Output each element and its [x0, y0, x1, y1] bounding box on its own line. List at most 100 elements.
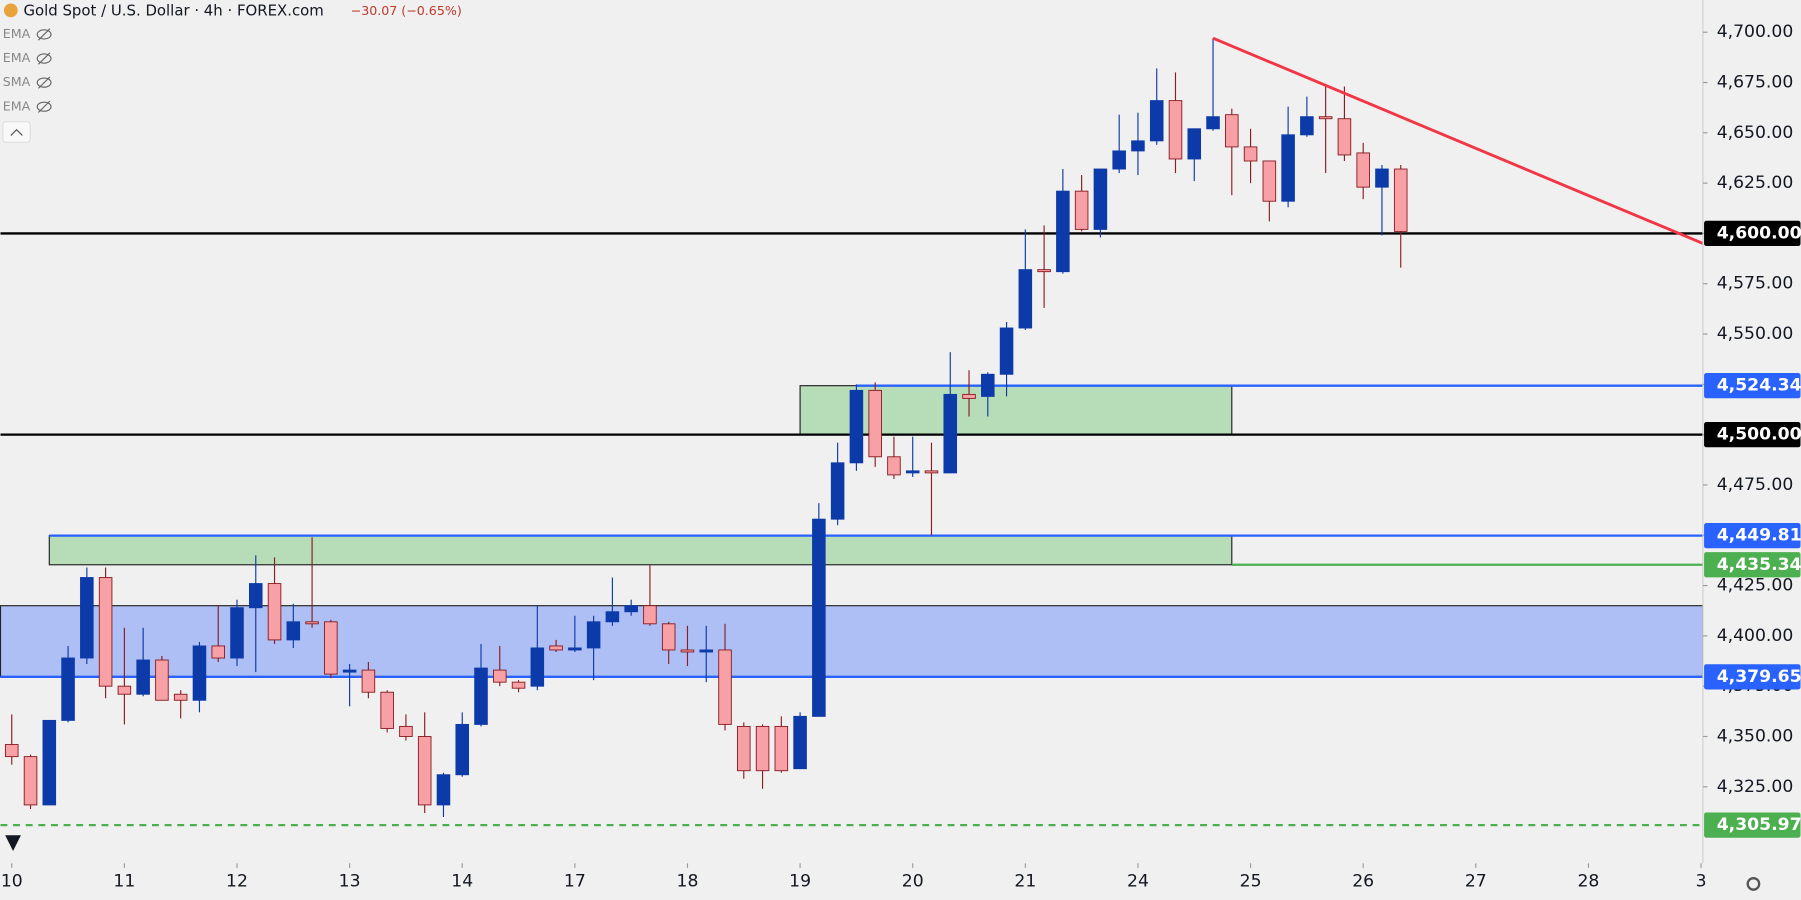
chart-title: Gold Spot / U.S. Dollar · 4h · FOREX.com	[23, 1, 323, 19]
candle-body	[718, 649, 732, 725]
candle-body	[924, 470, 939, 474]
candle-body	[868, 389, 882, 458]
candle-body	[1225, 114, 1239, 148]
price-tag-label: 4,305.97	[1717, 815, 1801, 835]
x-tick-label: 28	[1577, 872, 1599, 892]
candle-body	[774, 725, 789, 772]
candle-body	[324, 621, 338, 675]
y-tick-label: 4,325.00	[1717, 777, 1794, 797]
x-tick-label: 18	[677, 872, 699, 892]
candle-body	[962, 393, 976, 399]
candle-body	[4, 744, 19, 758]
candle-body	[248, 583, 263, 609]
price-tag-label: 4,449.81	[1717, 526, 1801, 546]
candle-body	[399, 725, 413, 737]
y-tick-label: 4,675.00	[1717, 73, 1794, 93]
price-tag	[1704, 523, 1801, 549]
y-tick-label: 4,700.00	[1717, 22, 1794, 42]
candle-body	[42, 719, 57, 806]
y-tick-label: 4,400.00	[1717, 626, 1794, 646]
candle-body	[61, 657, 75, 721]
candle-body	[549, 645, 563, 651]
candle-body	[680, 649, 695, 653]
candle-body	[1206, 116, 1220, 130]
zone	[799, 385, 1233, 436]
x-tick-label: 27	[1465, 872, 1487, 892]
candle-body	[342, 669, 357, 673]
x-tick-label: 19	[789, 872, 811, 892]
candle-body	[136, 659, 150, 695]
candle-body	[1281, 134, 1295, 202]
candle-body	[887, 456, 901, 476]
candle-body	[173, 693, 188, 701]
candle-body	[812, 518, 826, 717]
candle-body	[1375, 168, 1389, 188]
x-tick-label: 24	[1127, 872, 1149, 892]
candle-body	[624, 605, 638, 613]
candle-body	[999, 327, 1014, 375]
visibility-icon	[37, 28, 51, 41]
price-tag	[1704, 664, 1801, 690]
visibility-icon	[37, 100, 51, 113]
x-tick-label: 17	[564, 872, 586, 892]
visibility-icon	[37, 52, 51, 65]
price-tag	[1704, 812, 1801, 838]
candle-body	[286, 621, 301, 641]
plot-area	[0, 36, 1704, 827]
collapse-button[interactable]	[2, 121, 31, 143]
y-tick-label: 4,350.00	[1717, 726, 1794, 746]
y-tick-label: 4,475.00	[1717, 475, 1794, 495]
candle-body	[1300, 116, 1314, 136]
candle-body	[643, 605, 657, 625]
candle-body	[1131, 140, 1145, 152]
y-tick-label: 4,575.00	[1717, 274, 1794, 294]
indicator-label: SMA	[3, 74, 31, 89]
y-tick-label: 4,625.00	[1717, 173, 1794, 193]
candle-body	[80, 577, 94, 659]
price-tag	[1704, 220, 1801, 247]
candle-body	[192, 645, 207, 701]
candle-body	[1112, 150, 1126, 170]
candle-body	[1318, 116, 1333, 120]
indicator-label: EMA	[3, 50, 31, 65]
indicator-label: EMA	[3, 26, 31, 41]
x-tick-label: 11	[113, 872, 135, 892]
candle-body	[1149, 100, 1164, 142]
symbol-icon	[3, 3, 18, 18]
candle-body	[511, 681, 526, 689]
candle-body	[267, 583, 282, 641]
candle-body	[755, 725, 770, 772]
candle-body	[661, 623, 676, 651]
visibility-icon	[36, 53, 52, 64]
y-tick-label: 4,425.00	[1717, 576, 1794, 596]
candle-body	[211, 645, 226, 659]
candle-body	[417, 736, 432, 806]
price-tag-label: 4,524.34	[1717, 376, 1801, 396]
candle-body	[905, 470, 920, 474]
candle-body	[436, 774, 451, 806]
candle-body	[380, 691, 394, 729]
x-tick-label: 12	[226, 872, 248, 892]
candle-body	[230, 607, 244, 659]
zone	[48, 535, 1233, 566]
candle-body	[849, 389, 864, 464]
zone	[0, 605, 1704, 678]
candle-body	[1243, 146, 1258, 162]
x-tick-label: 3	[1696, 872, 1707, 892]
x-tick-label: 21	[1014, 872, 1036, 892]
price-tag	[1704, 373, 1801, 399]
settings-icon[interactable]	[1746, 877, 1761, 891]
candle-body	[1393, 168, 1408, 232]
candle-body	[305, 621, 319, 625]
price-change: −30.07 (−0.65%)	[351, 3, 462, 18]
trendline	[1212, 36, 1704, 245]
price-tag	[1704, 552, 1801, 578]
candle-body	[530, 647, 545, 687]
collapse-icon	[10, 128, 23, 136]
candle-body	[493, 669, 507, 683]
y-tick-label: 4,650.00	[1717, 123, 1794, 143]
visibility-icon	[36, 29, 52, 40]
candle-body	[1037, 269, 1051, 273]
candle-body	[1187, 128, 1202, 160]
